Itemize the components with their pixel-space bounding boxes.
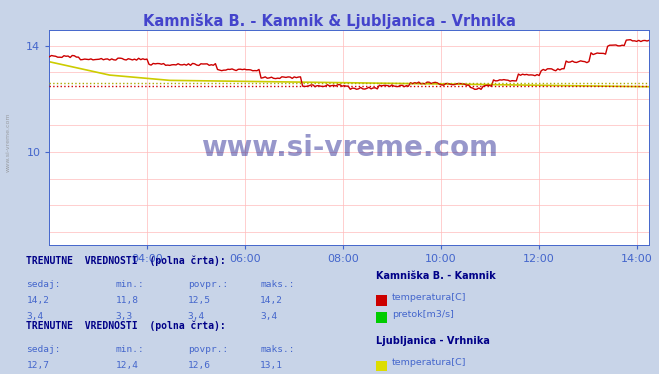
Text: 3,4: 3,4 bbox=[188, 312, 205, 321]
Text: Ljubljanica - Vrhnika: Ljubljanica - Vrhnika bbox=[376, 336, 490, 346]
Text: sedaj:: sedaj: bbox=[26, 280, 61, 289]
Text: 12,6: 12,6 bbox=[188, 361, 211, 370]
Text: www.si-vreme.com: www.si-vreme.com bbox=[201, 134, 498, 162]
Text: 12,4: 12,4 bbox=[115, 361, 138, 370]
Text: 14,2: 14,2 bbox=[26, 296, 49, 305]
Text: 14,2: 14,2 bbox=[260, 296, 283, 305]
Text: Kamniška B. - Kamnik & Ljubljanica - Vrhnika: Kamniška B. - Kamnik & Ljubljanica - Vrh… bbox=[143, 13, 516, 29]
Text: min.:: min.: bbox=[115, 280, 144, 289]
Text: povpr.:: povpr.: bbox=[188, 345, 228, 354]
Text: 12,5: 12,5 bbox=[188, 296, 211, 305]
Text: temperatura[C]: temperatura[C] bbox=[392, 292, 467, 301]
Text: povpr.:: povpr.: bbox=[188, 280, 228, 289]
Text: min.:: min.: bbox=[115, 345, 144, 354]
Text: 12,7: 12,7 bbox=[26, 361, 49, 370]
Text: 11,8: 11,8 bbox=[115, 296, 138, 305]
Text: sedaj:: sedaj: bbox=[26, 345, 61, 354]
Text: maks.:: maks.: bbox=[260, 280, 295, 289]
Text: www.si-vreme.com: www.si-vreme.com bbox=[5, 112, 11, 172]
Text: maks.:: maks.: bbox=[260, 345, 295, 354]
Text: Kamniška B. - Kamnik: Kamniška B. - Kamnik bbox=[376, 271, 496, 280]
Text: TRENUTNE  VREDNOSTI  (polna črta):: TRENUTNE VREDNOSTI (polna črta): bbox=[26, 255, 226, 266]
Text: 3,4: 3,4 bbox=[260, 312, 277, 321]
Text: 3,4: 3,4 bbox=[26, 312, 43, 321]
Text: pretok[m3/s]: pretok[m3/s] bbox=[392, 310, 454, 319]
Text: 3,3: 3,3 bbox=[115, 312, 132, 321]
Text: TRENUTNE  VREDNOSTI  (polna črta):: TRENUTNE VREDNOSTI (polna črta): bbox=[26, 321, 226, 331]
Text: 13,1: 13,1 bbox=[260, 361, 283, 370]
Text: temperatura[C]: temperatura[C] bbox=[392, 358, 467, 367]
